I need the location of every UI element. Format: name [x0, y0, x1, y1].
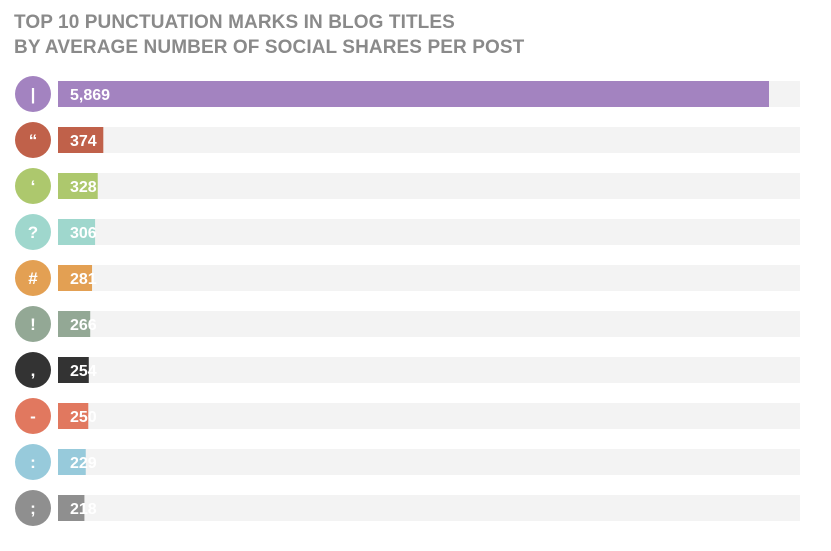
value-label: 218 [70, 501, 97, 518]
category-marker [15, 260, 51, 296]
chart-title-line-1: TOP 10 PUNCTUATION MARKS IN BLOG TITLES [14, 12, 455, 33]
category-marker [15, 214, 51, 250]
bar [58, 265, 93, 291]
category-marker [15, 490, 51, 526]
category-marker [15, 444, 51, 480]
category-marker [15, 306, 51, 342]
bar [58, 127, 104, 153]
bar [58, 219, 96, 245]
category-label: ‘ [31, 177, 36, 196]
category-marker [15, 76, 51, 112]
category-marker [15, 122, 51, 158]
chart-title-line-2: BY AVERAGE NUMBER OF SOCIAL SHARES PER P… [14, 37, 525, 58]
category-label: # [28, 269, 38, 288]
chart-title: TOP 10 PUNCTUATION MARKS IN BLOG TITLES … [14, 10, 524, 60]
bar-track [58, 311, 800, 337]
bar [58, 449, 86, 475]
value-label: 254 [70, 363, 97, 380]
category-label: ; [30, 499, 36, 518]
bar-track [58, 449, 800, 475]
bar-track [58, 127, 800, 153]
value-label: 229 [70, 455, 97, 472]
category-marker [15, 352, 51, 388]
bar [58, 495, 85, 521]
value-label: 306 [70, 225, 97, 242]
category-label: - [30, 407, 36, 426]
category-marker [15, 168, 51, 204]
value-label: 266 [70, 317, 97, 334]
value-label: 250 [70, 409, 97, 426]
category-label: : [30, 453, 36, 472]
bar [58, 173, 98, 199]
bar-track [58, 173, 800, 199]
bar [58, 311, 91, 337]
category-label: | [31, 85, 36, 104]
bar-track [58, 357, 800, 383]
bar-track [58, 495, 800, 521]
bar-track [58, 403, 800, 429]
bar-track [58, 219, 800, 245]
value-label: 328 [70, 179, 97, 196]
bar-track [58, 265, 800, 291]
category-label: ! [30, 315, 36, 334]
bar [58, 403, 89, 429]
bar [58, 81, 769, 107]
value-label: 374 [70, 133, 97, 150]
bar [58, 357, 89, 383]
category-marker [15, 398, 51, 434]
category-label: “ [29, 131, 38, 150]
value-label: 5,869 [70, 87, 110, 104]
category-label: ? [28, 223, 38, 242]
value-label: 281 [70, 271, 97, 288]
category-label: , [31, 361, 36, 380]
